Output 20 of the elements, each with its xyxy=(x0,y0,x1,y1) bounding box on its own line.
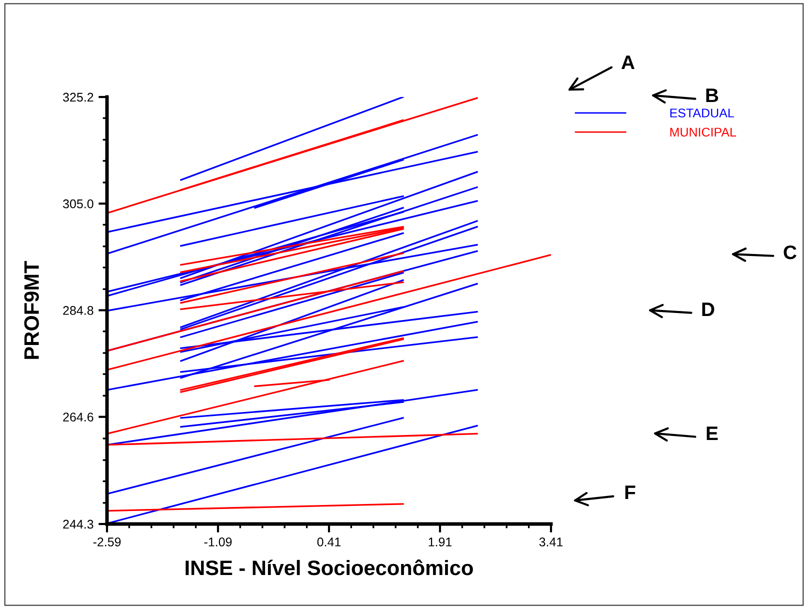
x-axis-title: INSE - Nível Socioeconômico xyxy=(186,560,473,576)
y-tick-label: 244.3 xyxy=(63,520,94,529)
text: B xyxy=(706,88,718,102)
text: D xyxy=(702,302,714,316)
y-axis-title: PROF9MT xyxy=(24,260,39,359)
y-tick-label: 264.6 xyxy=(63,412,94,422)
x-tick-label: 1.91 xyxy=(428,538,452,546)
y-tick-label: 284.8 xyxy=(63,306,94,315)
text: C xyxy=(784,245,796,260)
x-tick-label: 0.41 xyxy=(317,538,341,546)
text: F xyxy=(625,486,636,500)
x-tick-label: 3.41 xyxy=(539,538,563,546)
x-tick-label: -1.09 xyxy=(204,538,232,546)
text: A xyxy=(621,56,635,70)
text: MUNICIPAL xyxy=(670,128,736,137)
y-tick-label: 305.0 xyxy=(63,199,94,208)
y-tick-label: 325.2 xyxy=(63,92,94,102)
x-tick-label: -2.59 xyxy=(93,538,121,546)
text: ESTADUAL xyxy=(670,108,734,118)
text: E xyxy=(706,426,718,440)
